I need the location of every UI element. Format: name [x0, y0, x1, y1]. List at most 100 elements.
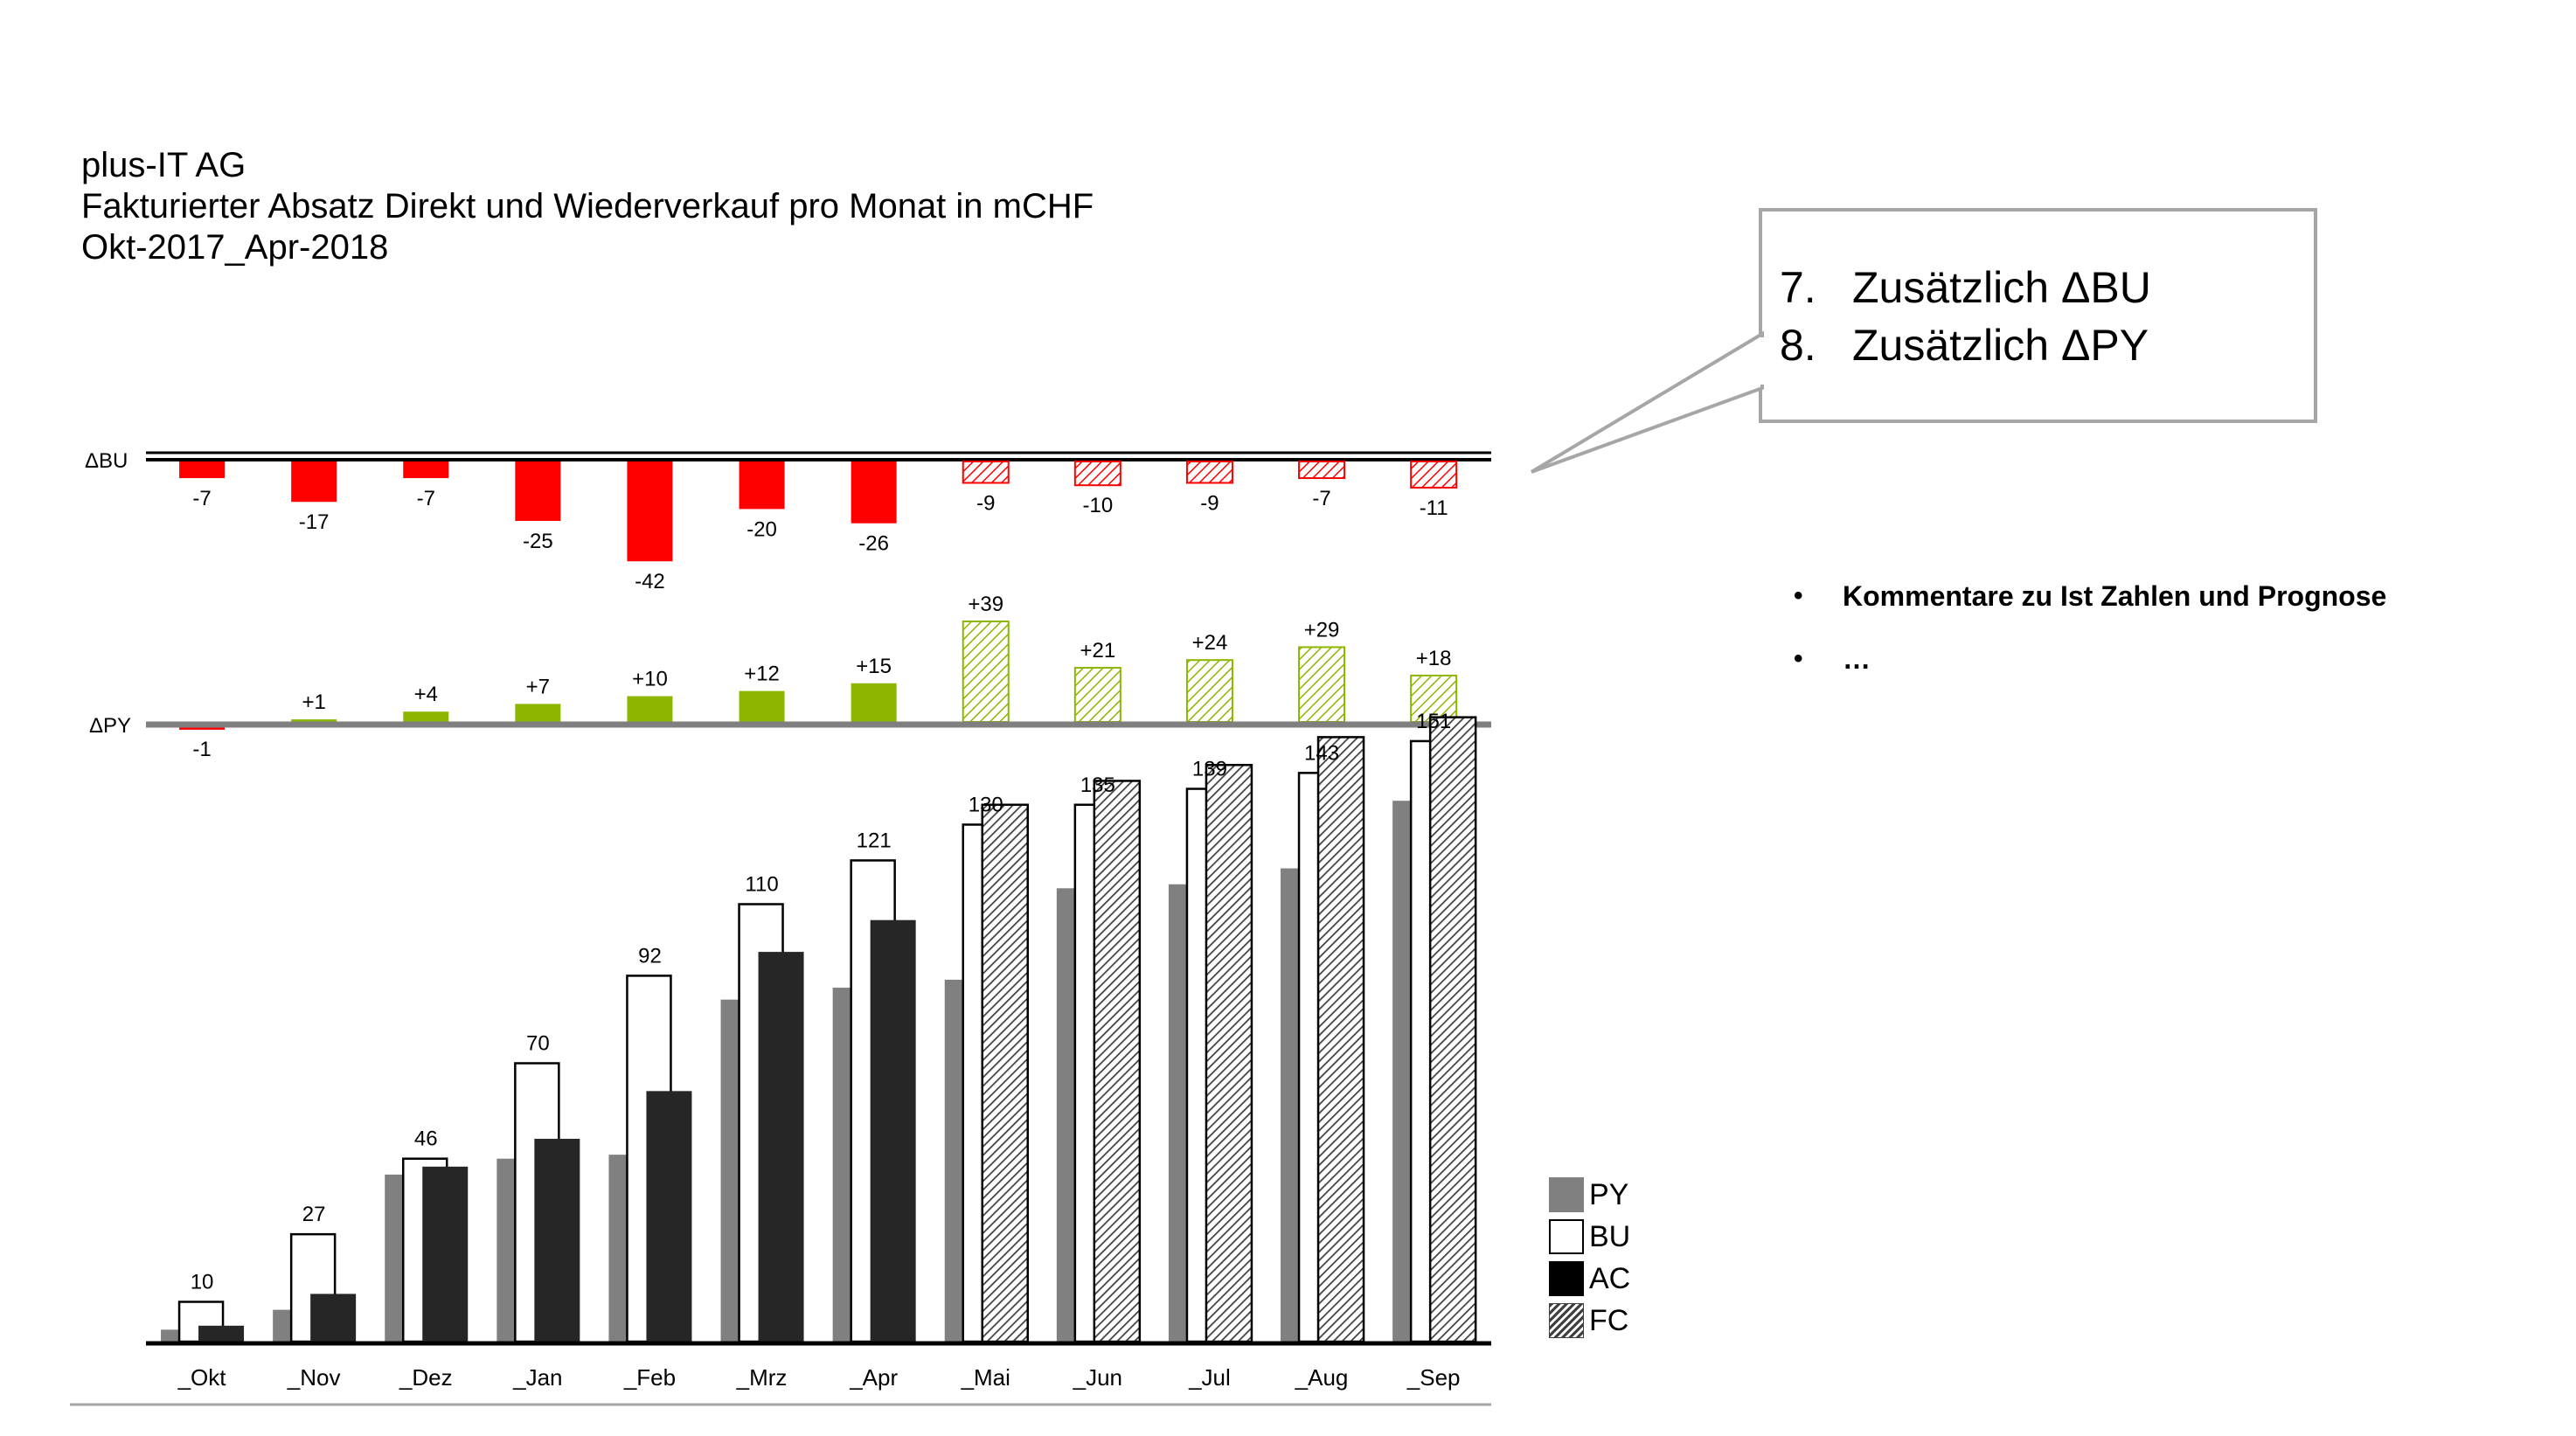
delta-py-data-label: +21 [1080, 639, 1115, 663]
callout-item-text: Zusätzlich ΔPY [1852, 321, 2149, 370]
delta-bu-bars: -7 -17 -7 -25 -42 -20 -26 -9 -10 -9 -7 -11 [179, 461, 1458, 593]
delta-bu-data-label: -25 [523, 530, 553, 553]
delta-py-bar [1410, 674, 1458, 724]
delta-bu-data-label: -42 [635, 570, 665, 593]
ac-bar [198, 1325, 245, 1342]
delta-bu-bar [1073, 461, 1121, 487]
delta-py-bar [962, 620, 1010, 724]
delta-py-bar [851, 683, 897, 722]
x-tick-label: _Jan [512, 1364, 562, 1391]
callout-item-number: 7. [1780, 263, 1816, 312]
delta-bu-bar [739, 461, 785, 510]
x-tick-label: _Jun [1073, 1364, 1122, 1391]
delta-py-data-label: +39 [968, 593, 1003, 616]
comment-list: • Kommentare zu Ist Zahlen und Prognose … [1794, 565, 2386, 690]
delta-bu-data-label: -20 [746, 517, 777, 541]
delta-bu-bar [1410, 461, 1458, 489]
fc-bar [981, 803, 1029, 1343]
delta-py-bar [1298, 646, 1346, 724]
delta-py-data-label: +24 [1192, 631, 1228, 655]
x-tick-label: _Nov [287, 1364, 341, 1391]
delta-bu-data-label: -9 [976, 491, 995, 515]
delta-bu-bar [515, 461, 561, 521]
delta-py-bar [1185, 659, 1233, 724]
delta-py-data-label: +12 [744, 663, 780, 686]
callout-text: 7. Zusätzlich ΔBU 8. Zusätzlich ΔPY [1780, 259, 2151, 374]
legend-label: PY [1589, 1177, 1629, 1211]
delta-bu-data-label: -7 [192, 487, 211, 510]
bu-data-label: 139 [1192, 758, 1227, 781]
x-tick-label: _Mai [961, 1364, 1010, 1391]
callout-item: 7. Zusätzlich ΔBU [1780, 259, 2151, 316]
x-axis-tick-labels: _Okt _Nov _Dez _Jan _Feb _Mrz _Apr _Mai _Jun _Jul… [177, 1364, 1461, 1391]
bu-data-label: 70 [526, 1032, 550, 1056]
bu-data-label: 135 [1080, 773, 1115, 797]
bullet-icon: • [1794, 581, 1803, 610]
chart-title-main: Fakturierter Absatz Direkt und Wiederver… [81, 187, 947, 225]
py-bar [832, 988, 852, 1342]
delta-py-bar [739, 690, 785, 722]
x-tick-label: _Mrz [736, 1364, 788, 1391]
fc-bar [1428, 716, 1477, 1343]
delta-bu-bar [179, 461, 226, 479]
x-tick-label: _Okt [177, 1364, 227, 1391]
delta-py-bar [1073, 667, 1121, 723]
delta-bu-data-label: -7 [1312, 487, 1330, 510]
ac-bar [534, 1138, 580, 1342]
delta-py-data-label: +15 [856, 655, 892, 678]
py-bar [385, 1174, 405, 1342]
callout-item-number: 8. [1780, 321, 1816, 370]
chart-period: Okt-2017_Apr-2018 [81, 228, 389, 267]
chart-title: Fakturierter Absatz Direkt und Wiederver… [81, 186, 1094, 227]
delta-py-bars: -1 +1 +4 +7 +10 +12 +15 +39 +21 +24 +29 +18 [179, 593, 1458, 761]
legend-label: AC [1589, 1261, 1631, 1295]
bu-data-label: 92 [638, 944, 662, 968]
x-tick-label: _Dez [399, 1364, 453, 1391]
delta-py-data-label: +4 [414, 683, 438, 706]
x-tick-label: _Jul [1188, 1364, 1231, 1391]
legend-item-ac: AC [1549, 1258, 1630, 1300]
py-bar [161, 1329, 181, 1342]
bu-data-label: 46 [414, 1127, 438, 1151]
bu-data-label: 110 [745, 873, 778, 897]
delta-py-bar [515, 704, 561, 722]
comment-item: • Kommentare zu Ist Zahlen und Prognose [1794, 565, 2386, 628]
legend-swatch-bu [1549, 1219, 1584, 1254]
x-tick-label: _Aug [1295, 1364, 1349, 1391]
delta-bu-bar [627, 461, 673, 562]
legend-label: BU [1589, 1219, 1631, 1253]
delta-bu-bar [1185, 461, 1233, 484]
py-bar [1168, 884, 1188, 1342]
bu-data-label: 130 [969, 794, 1003, 817]
delta-py-data-label: +10 [632, 668, 668, 691]
callout-box [1530, 208, 2317, 474]
chart-title-unit: in mCHF [946, 187, 1094, 225]
legend-swatch-ac [1549, 1261, 1584, 1296]
delta-py-bar [291, 719, 337, 722]
comment-item: • … [1794, 628, 2386, 690]
py-bar [1281, 868, 1301, 1342]
ac-bar [310, 1294, 357, 1342]
py-bar [496, 1158, 517, 1342]
chart-header: plus-IT AG Fakturierter Absatz Direkt un… [81, 145, 1094, 268]
delta-bu-data-label: -11 [1420, 496, 1448, 520]
delta-bu-bar [851, 461, 897, 524]
py-bar [720, 999, 740, 1342]
fc-bar [1205, 764, 1253, 1343]
delta-py-data-label: +29 [1304, 618, 1340, 642]
bu-data-label: 10 [191, 1271, 214, 1294]
callout-item-text: Zusätzlich ΔBU [1852, 263, 2151, 312]
delta-bu-bar [962, 461, 1010, 484]
ac-bar [758, 952, 804, 1342]
delta-py-data-label: +7 [526, 675, 550, 698]
x-tick-label: _Sep [1406, 1364, 1461, 1391]
delta-bu-data-label: -10 [1083, 494, 1114, 517]
company-name: plus-IT AG [81, 146, 246, 184]
legend-item-bu: BU [1549, 1216, 1630, 1258]
delta-py-bar [403, 711, 449, 722]
delta-py-bar [627, 696, 673, 722]
legend-label: FC [1589, 1303, 1629, 1337]
delta-bu-axis-label: ΔBU [85, 449, 128, 473]
x-tick-label: _Apr [849, 1364, 898, 1391]
